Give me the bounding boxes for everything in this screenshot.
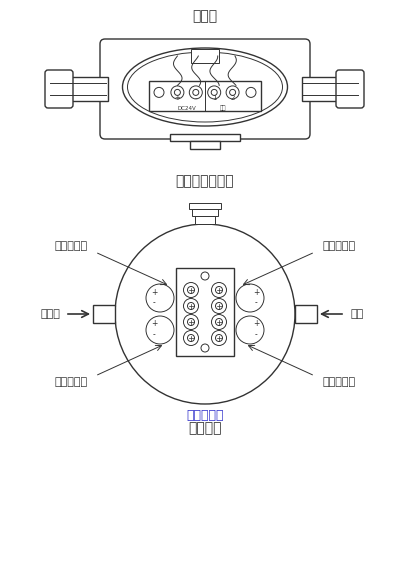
Ellipse shape: [146, 316, 174, 344]
Bar: [192, 209, 218, 216]
Circle shape: [215, 303, 222, 310]
Text: 发射（黑）: 发射（黑）: [55, 241, 88, 251]
Ellipse shape: [236, 316, 264, 344]
Text: 探头接线: 探头接线: [188, 421, 222, 435]
Text: 防爆接线盒: 防爆接线盒: [186, 409, 224, 422]
Circle shape: [183, 282, 199, 298]
Bar: [295, 305, 317, 323]
Circle shape: [174, 89, 180, 96]
Circle shape: [115, 224, 295, 404]
Circle shape: [215, 335, 222, 341]
Text: 变送器: 变送器: [40, 309, 60, 319]
Ellipse shape: [127, 52, 282, 122]
Ellipse shape: [146, 284, 174, 312]
Bar: [302, 77, 360, 101]
Text: 输出: 输出: [220, 105, 226, 111]
Text: +: +: [253, 287, 259, 296]
Bar: [50, 77, 108, 101]
FancyArrowPatch shape: [68, 311, 88, 318]
Text: 2: 2: [231, 95, 235, 101]
Text: 电源及输出接线: 电源及输出接线: [175, 174, 234, 188]
Circle shape: [215, 319, 222, 325]
FancyBboxPatch shape: [336, 70, 364, 108]
Bar: [176, 268, 234, 356]
Circle shape: [201, 272, 209, 280]
Text: 发射（黑）: 发射（黑）: [322, 241, 355, 251]
Circle shape: [183, 331, 199, 345]
Circle shape: [215, 287, 222, 294]
Circle shape: [201, 344, 209, 352]
Circle shape: [211, 89, 217, 96]
Bar: [195, 216, 215, 224]
Text: 变送器: 变送器: [192, 9, 217, 23]
Circle shape: [187, 287, 194, 294]
Circle shape: [183, 315, 199, 329]
Circle shape: [187, 303, 194, 310]
Circle shape: [208, 86, 221, 99]
FancyBboxPatch shape: [45, 70, 73, 108]
Text: 1: 1: [212, 95, 217, 101]
Bar: [170, 134, 240, 141]
Text: -: -: [152, 331, 155, 340]
Circle shape: [183, 299, 199, 314]
Circle shape: [193, 89, 199, 96]
Circle shape: [212, 331, 226, 345]
Text: -: -: [194, 95, 197, 101]
Circle shape: [189, 86, 202, 99]
Circle shape: [171, 86, 184, 99]
Text: -: -: [255, 299, 257, 307]
Circle shape: [212, 299, 226, 314]
FancyBboxPatch shape: [100, 39, 310, 139]
Circle shape: [246, 88, 256, 97]
Text: 探头: 探头: [350, 309, 363, 319]
Circle shape: [212, 282, 226, 298]
Text: +: +: [253, 320, 259, 328]
Text: +: +: [151, 287, 157, 296]
Circle shape: [230, 89, 236, 96]
Circle shape: [187, 319, 194, 325]
Text: 接收（蓝）: 接收（蓝）: [322, 377, 355, 387]
Text: +: +: [174, 95, 180, 101]
Circle shape: [226, 86, 239, 99]
Text: 接收（蓝）: 接收（蓝）: [55, 377, 88, 387]
Text: -: -: [152, 299, 155, 307]
Text: +: +: [151, 320, 157, 328]
Bar: [191, 49, 219, 63]
Bar: [189, 203, 221, 209]
Circle shape: [212, 315, 226, 329]
Text: DC24V: DC24V: [177, 105, 196, 110]
FancyArrowPatch shape: [322, 311, 342, 318]
Circle shape: [154, 88, 164, 97]
Ellipse shape: [236, 284, 264, 312]
Bar: [149, 81, 261, 111]
Circle shape: [187, 335, 194, 341]
Ellipse shape: [122, 48, 288, 126]
Bar: [93, 305, 115, 323]
Text: -: -: [255, 331, 257, 340]
Bar: [190, 141, 220, 149]
